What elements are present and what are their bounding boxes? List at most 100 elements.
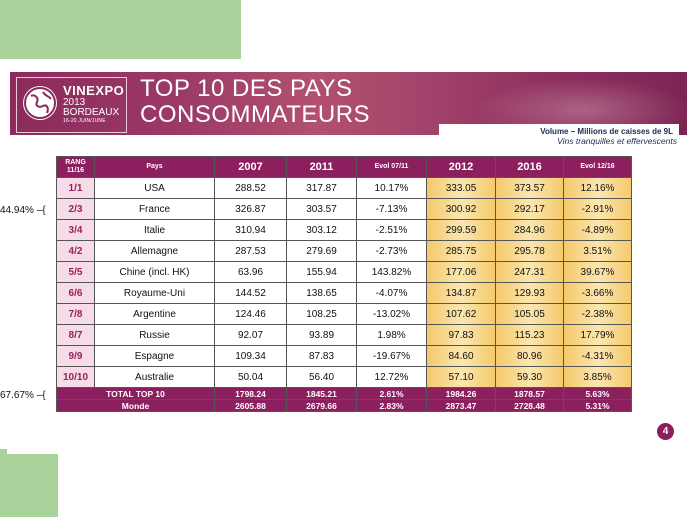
cell-v2011: 155.94 <box>286 261 357 283</box>
cell-v2007: 287.53 <box>214 240 287 262</box>
cell-v2011: 317.87 <box>286 177 357 199</box>
cell-v2016: 129.93 <box>495 282 564 304</box>
cell-evol-12-16: 5.63% <box>563 387 632 400</box>
cell-country: Royaume-Uni <box>94 282 215 304</box>
subtitle-secondary: Vins tranquilles et effervescents <box>557 136 677 146</box>
cell-v2016: 284.96 <box>495 219 564 241</box>
table-header-row: RANG 11/16 Pays 2007 2011 Evol 07/11 201… <box>56 156 632 178</box>
cell-evol-12-16: 12.16% <box>563 177 632 199</box>
slide: VINEXPO 2013 BORDEAUX 16-20 JUIN/JUNE TO… <box>0 66 689 454</box>
table-row: 3/4 Italie 310.94 303.12 -2.51% 299.59 284.96-… <box>56 219 632 241</box>
cell-country: Australie <box>94 366 215 388</box>
green-decoration-bottom <box>0 449 58 517</box>
cell-rank: 5/5 <box>56 261 95 283</box>
cell-evol-07-11: -4.07% <box>356 282 427 304</box>
table-row: 1/1 USA 288.52 317.87 10.17% 333.05 373.57 12.1… <box>56 177 632 199</box>
table-row: 9/9 Espagne 109.34 87.83 -19.67% 84.60 80.96 -4… <box>56 345 632 367</box>
cell-v2011: 279.69 <box>286 240 357 262</box>
logo-name: VINEXPO <box>63 83 125 98</box>
cell-v2007: 144.52 <box>214 282 287 304</box>
monde-row: Monde 2605.88 2679.66 2.83% 2873.47 2728.48 5.… <box>56 399 632 412</box>
cell-rank: 7/8 <box>56 303 95 325</box>
cell-rank: 6/6 <box>56 282 95 304</box>
cell-v2012: 57.10 <box>426 366 496 388</box>
cell-evol-07-11: -2.73% <box>356 240 427 262</box>
vinexpo-logo: VINEXPO 2013 BORDEAUX 16-20 JUIN/JUNE <box>16 77 127 133</box>
cell-v2012: 177.06 <box>426 261 496 283</box>
total-row: TOTAL TOP 10 1798.24 1845.21 2.61% 1984.26 18… <box>56 387 632 400</box>
cell-evol-12-16: 39.67% <box>563 261 632 283</box>
cell-evol-07-11: -7.13% <box>356 198 427 220</box>
title-line-1: TOP 10 DES PAYS <box>140 75 353 102</box>
cell-rank: 8/7 <box>56 324 95 346</box>
table-row: 7/8 Argentine 124.46 108.25 -13.02% 107.62 105… <box>56 303 632 325</box>
cell-v2007: 1798.24 <box>214 387 287 400</box>
cell-v2011: 303.12 <box>286 219 357 241</box>
cell-v2011: 2679.66 <box>286 399 357 412</box>
cell-v2012: 285.75 <box>426 240 496 262</box>
header-2012: 2012 <box>426 156 496 178</box>
cell-evol-12-16: 3.51% <box>563 240 632 262</box>
cell-v2012: 2873.47 <box>426 399 496 412</box>
monde-row-label: Monde <box>56 399 215 412</box>
cell-v2016: 59.30 <box>495 366 564 388</box>
table-row: 10/10 Australie 50.04 56.40 12.72% 57.10 59.30… <box>56 366 632 388</box>
cell-country: Russie <box>94 324 215 346</box>
cell-v2016: 247.31 <box>495 261 564 283</box>
cell-v2007: 109.34 <box>214 345 287 367</box>
cell-v2007: 50.04 <box>214 366 287 388</box>
cell-rank: 2/3 <box>56 198 95 220</box>
cell-v2011: 56.40 <box>286 366 357 388</box>
header-2016: 2016 <box>495 156 564 178</box>
cell-v2016: 373.57 <box>495 177 564 199</box>
cell-v2011: 138.65 <box>286 282 357 304</box>
cell-evol-12-16: -2.38% <box>563 303 632 325</box>
cell-evol-12-16: 17.79% <box>563 324 632 346</box>
cell-rank: 4/2 <box>56 240 95 262</box>
cell-v2007: 63.96 <box>214 261 287 283</box>
brace-top-label: 44.94% –{ <box>0 205 46 216</box>
header-rang: RANG 11/16 <box>56 156 95 178</box>
cell-v2007: 288.52 <box>214 177 287 199</box>
page-number: 4 <box>657 423 674 440</box>
table-row: 6/6 Royaume-Uni 144.52 138.65 -4.07% 134.87 12… <box>56 282 632 304</box>
cell-v2016: 80.96 <box>495 345 564 367</box>
cell-evol-07-11: 143.82% <box>356 261 427 283</box>
cell-v2012: 333.05 <box>426 177 496 199</box>
cell-v2012: 1984.26 <box>426 387 496 400</box>
globe-icon <box>23 86 57 120</box>
header-2011: 2011 <box>286 156 357 178</box>
cell-evol-07-11: 2.83% <box>356 399 427 412</box>
cell-v2007: 2605.88 <box>214 399 287 412</box>
cell-v2011: 1845.21 <box>286 387 357 400</box>
cell-evol-07-11: 10.17% <box>356 177 427 199</box>
brace-bottom-label: 67.67% –{ <box>0 390 46 401</box>
cell-v2012: 300.92 <box>426 198 496 220</box>
table-row: 8/7 Russie 92.07 93.89 1.98% 97.83 115.23 17.79… <box>56 324 632 346</box>
cell-v2012: 299.59 <box>426 219 496 241</box>
cell-evol-07-11: 2.61% <box>356 387 427 400</box>
cell-evol-12-16: -4.89% <box>563 219 632 241</box>
cell-country: Espagne <box>94 345 215 367</box>
title-banner: VINEXPO 2013 BORDEAUX 16-20 JUIN/JUNE TO… <box>10 72 687 140</box>
subtitle: Volume – Millions de caisses de 9L <box>439 124 679 140</box>
table-row: 2/3 France 326.87 303.57 -7.13% 300.92 292.17-… <box>56 198 632 220</box>
title-line-2: CONSOMMATEURS <box>140 101 371 128</box>
cell-evol-07-11: 1.98% <box>356 324 427 346</box>
cell-v2011: 93.89 <box>286 324 357 346</box>
cell-v2012: 107.62 <box>426 303 496 325</box>
cell-v2007: 124.46 <box>214 303 287 325</box>
cell-v2016: 2728.48 <box>495 399 564 412</box>
cell-rank: 3/4 <box>56 219 95 241</box>
cell-rank: 1/1 <box>56 177 95 199</box>
logo-year: 2013 <box>63 97 86 108</box>
cell-v2012: 134.87 <box>426 282 496 304</box>
cell-v2011: 87.83 <box>286 345 357 367</box>
cell-rank: 10/10 <box>56 366 95 388</box>
header-evol-12-16: Evol 12/16 <box>563 156 632 178</box>
header-pays: Pays <box>94 156 215 178</box>
table-row: 5/5 Chine (incl. HK) 63.96 155.94 143.82% 177… <box>56 261 632 283</box>
cell-v2012: 97.83 <box>426 324 496 346</box>
cell-evol-12-16: 3.85% <box>563 366 632 388</box>
cell-country: Allemagne <box>94 240 215 262</box>
